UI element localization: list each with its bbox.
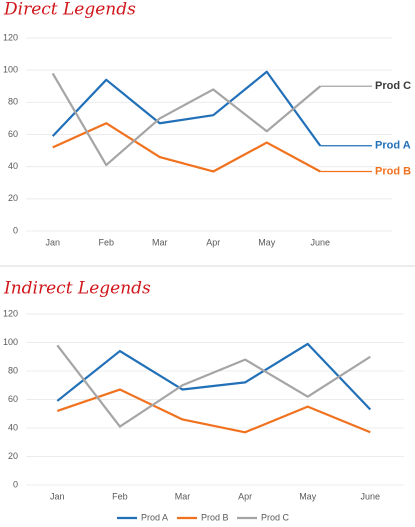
x-tick-label: Mar <box>152 237 168 247</box>
x-tick-label: Apr <box>238 491 252 501</box>
series-line <box>52 122 321 173</box>
direct-label: Prod B <box>375 165 411 177</box>
series-line <box>56 344 371 428</box>
x-tick-label: June <box>361 491 381 501</box>
y-tick-label: 20 <box>8 193 18 203</box>
y-tick-label: 80 <box>8 365 18 375</box>
legend-label: Prod C <box>261 512 290 522</box>
legend-label: Prod A <box>141 512 168 522</box>
x-tick-label: May <box>299 491 317 501</box>
series-line <box>51 72 321 167</box>
series-line <box>56 388 371 434</box>
y-tick-label: 40 <box>8 422 18 432</box>
direct-label: Prod C <box>375 80 411 92</box>
x-tick-label: Apr <box>206 237 220 247</box>
y-tick-label: 80 <box>8 97 18 107</box>
y-tick-label: 0 <box>13 479 18 489</box>
y-tick-label: 60 <box>8 394 18 404</box>
series-line <box>56 342 372 411</box>
x-tick-label: Feb <box>98 237 114 247</box>
chart-title: Indirect Legends <box>3 279 151 299</box>
x-tick-label: June <box>310 237 330 247</box>
y-tick-label: 120 <box>3 32 18 42</box>
y-tick-label: 100 <box>3 337 18 347</box>
y-tick-label: 120 <box>3 308 18 318</box>
direct-label: Prod A <box>375 140 411 152</box>
y-tick-label: 0 <box>13 225 18 235</box>
series-line <box>51 70 322 147</box>
x-tick-label: Feb <box>112 491 128 501</box>
y-tick-label: 40 <box>8 161 18 171</box>
y-tick-label: 20 <box>8 451 18 461</box>
x-tick-label: May <box>258 237 276 247</box>
x-tick-label: Mar <box>175 491 191 501</box>
chart-title: Direct Legends <box>3 0 136 20</box>
x-tick-label: Jan <box>45 237 60 247</box>
x-tick-label: Jan <box>50 491 65 501</box>
y-tick-label: 60 <box>8 129 18 139</box>
y-tick-label: 100 <box>3 65 18 75</box>
legend-label: Prod B <box>201 512 229 522</box>
